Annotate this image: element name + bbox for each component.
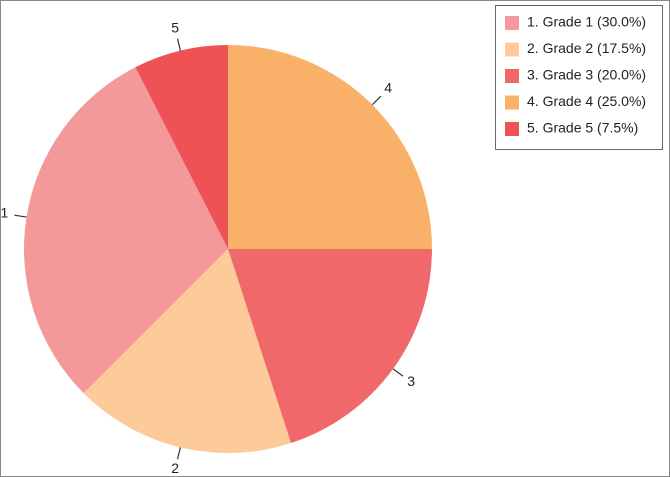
legend-swatch	[505, 122, 519, 136]
pie-slice	[228, 249, 433, 444]
legend-label: 4. Grade 4 (25.0%)	[527, 93, 646, 109]
slice-label: 4	[384, 80, 392, 96]
legend-label: 1. Grade 1 (30.0%)	[527, 14, 646, 30]
slice-label: 5	[171, 20, 179, 36]
legend-label: 5. Grade 5 (7.5%)	[527, 120, 638, 136]
leader-line	[14, 214, 27, 218]
pie-slice	[135, 45, 228, 249]
legend-swatch	[505, 16, 519, 30]
legend-label: 3. Grade 3 (20.0%)	[527, 67, 646, 83]
leader-line	[371, 95, 382, 106]
slice-label: 3	[407, 373, 415, 389]
pie-slice	[83, 249, 292, 453]
legend-swatch	[505, 42, 519, 57]
leader-line	[176, 447, 181, 460]
slice-label: 2	[171, 460, 179, 476]
legend-swatch	[505, 95, 519, 110]
legend-label: 2. Grade 2 (17.5%)	[527, 40, 646, 56]
legend-box	[495, 5, 663, 150]
leader-line	[176, 38, 181, 51]
slice-label: 1	[0, 204, 8, 220]
legend-swatch	[505, 69, 519, 83]
pie-slice	[228, 45, 432, 249]
pie-slice	[23, 67, 228, 394]
leader-line	[392, 368, 404, 377]
